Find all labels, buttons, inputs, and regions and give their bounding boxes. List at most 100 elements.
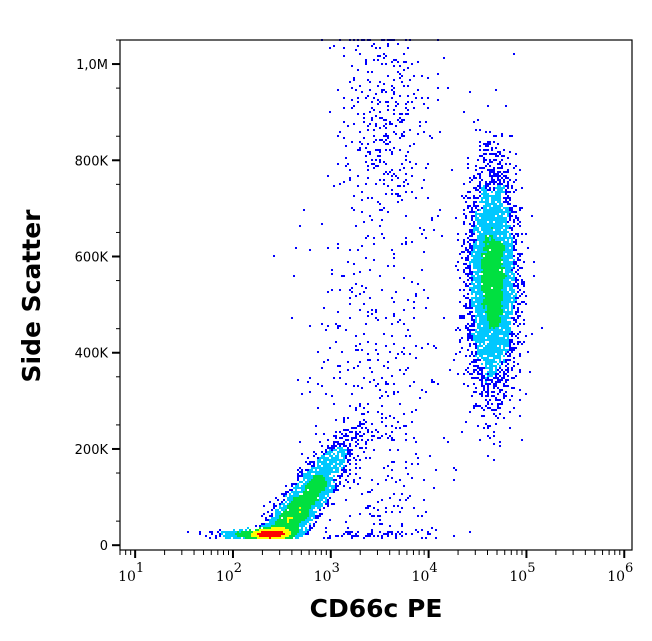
event-dot — [457, 261, 459, 263]
event-dot — [291, 509, 293, 511]
event-dot — [355, 49, 357, 51]
event-dot — [503, 359, 505, 361]
event-dot — [241, 529, 243, 531]
event-dot — [345, 445, 347, 447]
event-dot — [367, 95, 369, 97]
event-dot — [489, 175, 491, 177]
event-dot — [479, 355, 481, 357]
event-dot — [329, 459, 331, 461]
event-dot — [497, 151, 499, 153]
event-dot — [475, 309, 477, 311]
event-dot — [291, 517, 293, 519]
event-dot — [273, 537, 275, 539]
event-dot — [399, 73, 401, 75]
event-dot — [293, 503, 295, 505]
event-dot — [489, 337, 491, 339]
event-dot — [475, 225, 477, 227]
event-dot — [333, 377, 335, 379]
event-dot — [269, 519, 271, 521]
event-dot — [475, 279, 477, 281]
event-dot — [329, 463, 331, 465]
event-dot — [533, 261, 535, 263]
event-dot — [509, 257, 511, 259]
event-dot — [487, 343, 489, 345]
event-dot — [487, 425, 489, 427]
event-dot — [471, 219, 473, 221]
event-dot — [285, 509, 287, 511]
event-dot — [511, 285, 513, 287]
event-dot — [293, 517, 295, 519]
event-dot — [355, 349, 357, 351]
event-dot — [473, 249, 475, 251]
event-dot — [491, 289, 493, 291]
event-dot — [465, 421, 467, 423]
event-dot — [501, 221, 503, 223]
event-dot — [501, 389, 503, 391]
event-dot — [481, 187, 483, 189]
event-dot — [487, 391, 489, 393]
event-dot — [491, 395, 493, 397]
event-dot — [305, 461, 307, 463]
event-dot — [511, 335, 513, 337]
event-dot — [337, 243, 339, 245]
event-dot — [387, 75, 389, 77]
event-dot — [427, 163, 429, 165]
event-dot — [511, 227, 513, 229]
event-dot — [281, 535, 283, 537]
event-dot — [467, 323, 469, 325]
event-dot — [343, 443, 345, 445]
event-dot — [405, 215, 407, 217]
event-dot — [489, 293, 491, 295]
event-dot — [275, 505, 277, 507]
event-dot — [301, 505, 303, 507]
event-dot — [337, 467, 339, 469]
event-dot — [383, 183, 385, 185]
event-dot — [363, 121, 365, 123]
event-dot — [507, 247, 509, 249]
event-dot — [321, 323, 323, 325]
event-dot — [463, 243, 465, 245]
event-dot — [421, 75, 423, 77]
event-dot — [485, 271, 487, 273]
event-dot — [265, 525, 267, 527]
event-dot — [275, 535, 277, 537]
event-dot — [481, 223, 483, 225]
event-dot — [413, 437, 415, 439]
event-dot — [375, 47, 377, 49]
event-dot — [477, 237, 479, 239]
event-dot — [315, 493, 317, 495]
event-dot — [507, 231, 509, 233]
event-dot — [509, 263, 511, 265]
event-dot — [323, 455, 325, 457]
event-dot — [485, 313, 487, 315]
event-dot — [505, 379, 507, 381]
event-dot — [473, 287, 475, 289]
event-dot — [479, 299, 481, 301]
event-dot — [479, 315, 481, 317]
event-dot — [517, 219, 519, 221]
event-dot — [487, 215, 489, 217]
event-dot — [465, 305, 467, 307]
event-dot — [367, 165, 369, 167]
event-dot — [303, 499, 305, 501]
event-dot — [479, 439, 481, 441]
event-dot — [209, 537, 211, 539]
event-dot — [393, 439, 395, 441]
event-dot — [339, 431, 341, 433]
event-dot — [297, 505, 299, 507]
event-dot — [459, 289, 461, 291]
event-dot — [511, 303, 513, 305]
event-dot — [309, 473, 311, 475]
event-dot — [455, 217, 457, 219]
event-dot — [301, 527, 303, 529]
event-dot — [513, 319, 515, 321]
event-dot — [491, 309, 493, 311]
event-dot — [505, 323, 507, 325]
event-dot — [379, 117, 381, 119]
event-dot — [513, 307, 515, 309]
event-dot — [495, 89, 497, 91]
event-dot — [305, 493, 307, 495]
event-dot — [325, 467, 327, 469]
event-dot — [441, 235, 443, 237]
event-dot — [307, 457, 309, 459]
